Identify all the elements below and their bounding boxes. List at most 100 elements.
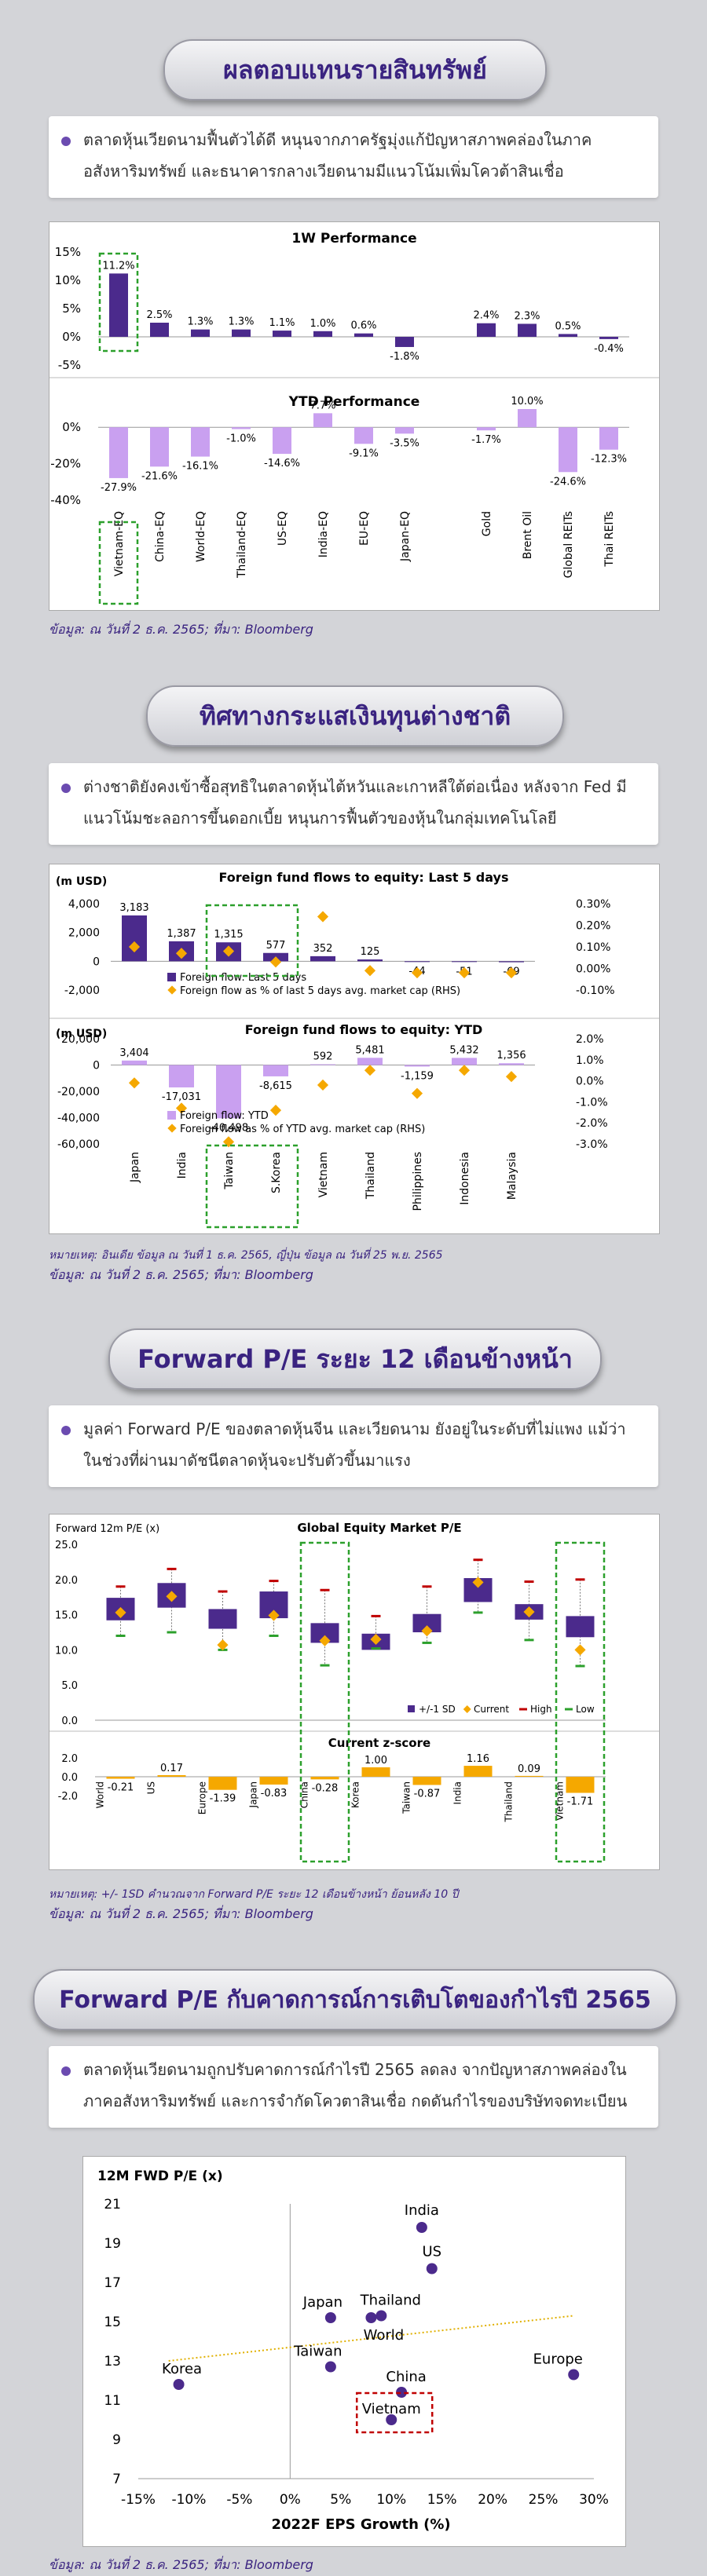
section-title-text: Forward P/E ระยะ 12 เดือนข้างหน้า (137, 1343, 573, 1374)
data-label: -1.7% (471, 434, 501, 446)
bar (452, 961, 477, 963)
y-axis-label: 12M FWD P/E (x) (97, 2169, 223, 2184)
bar (357, 959, 383, 962)
bar (216, 1065, 241, 1119)
section-title-2: ทิศทางกระแสเงินทุนต่างชาติ (146, 685, 564, 747)
section-title-3: Forward P/E ระยะ 12 เดือนข้างหน้า (108, 1328, 602, 1390)
data-label: 0.6% (350, 320, 376, 332)
data-label: 592 (313, 1051, 333, 1063)
data-label: -40,498 (209, 1122, 248, 1134)
data-label: -0.28 (312, 1782, 339, 1794)
y-tick-label: -2.0 (58, 1791, 78, 1803)
y-axis-label: Forward 12m P/E (x) (56, 1523, 159, 1535)
legend-label: Low (576, 1704, 595, 1715)
data-label: 1.16 (467, 1753, 489, 1765)
pct-marker (505, 966, 518, 979)
x-tick-label: Taiwan (401, 1781, 412, 1814)
y-tick-label: -40% (50, 493, 81, 507)
bar (259, 1777, 288, 1785)
bar (157, 1774, 186, 1777)
section-title-text: ทิศทางกระแสเงินทุนต่างชาติ (199, 700, 511, 731)
bar (395, 337, 414, 347)
bar (191, 329, 210, 337)
y-tick-label: 11 (104, 2393, 121, 2409)
x-tick-label: World-EQ (195, 511, 207, 562)
y-tick-label: -60,000 (57, 1138, 100, 1151)
x-axis-label: 2022F EPS Growth (%) (271, 2516, 450, 2533)
source-4: ข้อมูล: ณ วันที่ 2 ธ.ค. 2565; ที่มา: Blo… (49, 2557, 313, 2572)
data-label: 3,183 (119, 902, 148, 914)
data-label: 1.00 (364, 1755, 387, 1767)
bar (477, 427, 496, 431)
point-label: Taiwan (293, 2344, 342, 2360)
y-tick-label: 4,000 (68, 898, 100, 911)
scatter-point (568, 2369, 580, 2381)
data-label: 0.17 (160, 1763, 183, 1774)
y-tick-label: 10% (55, 273, 81, 287)
bar (150, 323, 169, 337)
y-tick-label: 19 (104, 2236, 121, 2252)
y-tick-label: 5.0 (61, 1680, 78, 1692)
bar (273, 331, 291, 337)
pct-marker (222, 945, 235, 957)
bar (452, 1058, 477, 1065)
chart-panel-2: Foreign fund flows to equity: Last 5 day… (49, 864, 660, 1234)
data-label: -0.83 (261, 1788, 288, 1800)
chart-title: Current z-score (328, 1736, 430, 1750)
y2-tick-label: 0.10% (576, 941, 610, 954)
y-tick-label: 10.0 (55, 1645, 78, 1657)
y-tick-label: 0% (62, 330, 81, 344)
data-label: 577 (266, 940, 286, 952)
x-tick-label: 10% (376, 2492, 406, 2508)
x-tick-label: World (95, 1781, 106, 1808)
legend-label: High (530, 1704, 552, 1715)
performance-chart: 1W Performance 15% 10% 5% 0% -5% 11.2% 2.5% 1.3%… (49, 231, 659, 605)
data-label: 5,432 (449, 1044, 478, 1056)
bar (122, 915, 147, 962)
chart-title: YTD Performance (288, 394, 420, 410)
data-label: 125 (361, 946, 380, 958)
section-title-text: ผลตอบแทนรายสินทรัพย์ (223, 54, 487, 85)
y-tick-label: 17 (104, 2275, 121, 2291)
y-tick-label: 0.0 (61, 1716, 78, 1727)
pct-marker (128, 941, 141, 953)
data-label: 11.2% (102, 260, 134, 272)
pct-marker (458, 1065, 471, 1076)
x-tick-label: 20% (478, 2492, 507, 2508)
data-label: -1.0% (226, 433, 256, 445)
sd-box (208, 1609, 237, 1629)
y-tick-label: -20,000 (57, 1086, 100, 1098)
x-tick-label: 25% (529, 2492, 559, 2508)
data-label: -17,031 (162, 1091, 201, 1103)
bar (599, 337, 618, 339)
data-label: -1.39 (210, 1793, 236, 1805)
pct-marker (458, 966, 471, 979)
y-tick-label: -5% (58, 358, 81, 372)
legend-label: +/-1 SD (419, 1704, 456, 1715)
highlight-box-5d (205, 904, 299, 977)
bar (405, 1065, 430, 1067)
bar (232, 329, 251, 337)
chart-panel-1: 1W Performance 15% 10% 5% 0% -5% 11.2% 2.5% 1.3%… (49, 221, 660, 611)
fund-flow-chart: Foreign fund flows to equity: Last 5 day… (49, 870, 659, 1229)
bar (515, 1775, 544, 1777)
legend-swatch (167, 973, 176, 981)
point-label: US (422, 2244, 441, 2260)
pct-marker (128, 1077, 141, 1089)
x-tick-label: Thailand (504, 1781, 515, 1823)
highlight-box-1w (98, 252, 139, 353)
bar (361, 1767, 390, 1777)
bar (310, 955, 335, 962)
x-tick-label: Thailand-EQ (236, 511, 248, 579)
bar (273, 427, 291, 455)
legend-swatch (167, 1124, 177, 1133)
y2-tick-label: 2.0% (576, 1033, 604, 1046)
y2-tick-label: 0.30% (576, 898, 610, 911)
y2-tick-label: -2.0% (576, 1117, 608, 1130)
bullet-text: มูลค่า Forward P/E ของตลาดหุ้นจีน และเวี… (83, 1420, 626, 1470)
bar (412, 1777, 441, 1785)
bar (559, 427, 577, 473)
x-tick-label: 0% (280, 2492, 301, 2508)
x-tick-label: India (176, 1152, 189, 1178)
y-tick-label: 7 (112, 2472, 121, 2487)
